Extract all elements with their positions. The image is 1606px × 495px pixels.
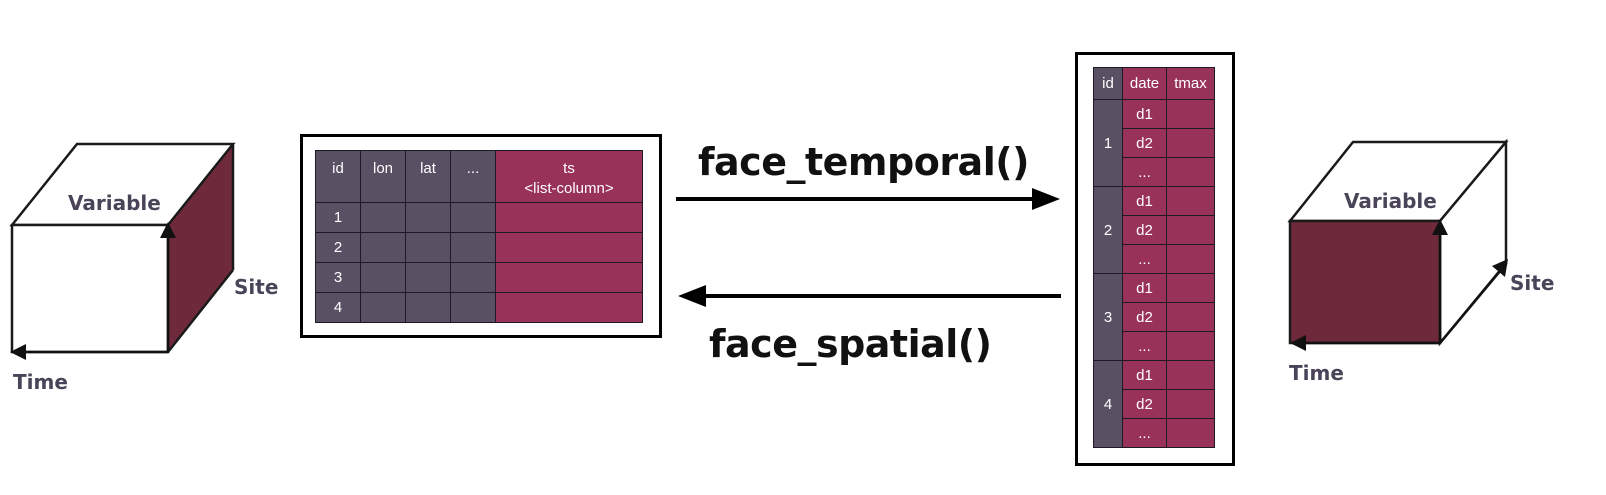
spatial-row-id: 2 [315,232,361,263]
temporal-header-id: id [1093,67,1123,100]
table-row: 4 [315,292,643,323]
temporal-date-cell: ... [1122,418,1167,448]
table-row: 1 [315,202,643,233]
spatial-table-header-row: id lon lat ... ts <list-column> [315,150,643,203]
temporal-group-id: 1 [1093,99,1123,187]
left-arrowhead-icon [678,285,706,307]
left-cube-time-label: Time [13,370,68,394]
table-row: ... [1094,244,1215,274]
temporal-group-id: 4 [1093,360,1123,448]
site-arrowhead-icon [1492,259,1508,277]
right-cube-time-label: Time [1289,361,1344,385]
face-temporal-label: face_temporal() [698,140,1029,184]
left-cube-site-label: Site [234,275,278,299]
temporal-date-cell: ... [1122,331,1167,361]
spatial-header-ellipsis: ... [450,150,496,203]
temporal-date-cell: d2 [1122,302,1167,332]
table-row: 4 d1 [1093,360,1215,448]
left-cube: Variable Site Time [9,142,278,394]
left-cube-variable-label: Variable [68,191,161,215]
table-row: 2 [315,232,643,263]
ts-header-label: ts [563,160,575,177]
table-row: 1 d1 [1093,99,1215,187]
spatial-row-id: 1 [315,202,361,233]
right-cube-site-label: Site [1510,271,1554,295]
variable-arrowhead-icon [1432,219,1448,235]
right-cube: Variable Site Time [1287,138,1554,385]
temporal-date-cell: d1 [1122,186,1167,216]
temporal-date-cell: d1 [1122,360,1167,390]
table-row: d2 [1094,302,1215,332]
table-row: d2 [1094,389,1215,419]
temporal-date-cell: ... [1122,244,1167,274]
temporal-group-id: 2 [1093,186,1123,274]
time-arrowhead-icon [10,344,26,360]
spatial-table: id lon lat ... ts <list-column> 1 2 3 4 [315,150,643,323]
temporal-table-frame: id date tmax 1 d1 d2 ... 2 d1 d2 ... 3 d1 d… [1075,52,1235,466]
ts-header-sublabel: <list-column> [524,180,614,197]
temporal-table: id date tmax 1 d1 d2 ... 2 d1 d2 ... 3 d1 d… [1093,67,1215,448]
left-cube-front-face [10,223,170,354]
table-row: ... [1094,331,1215,361]
temporal-table-header-row: id date tmax [1093,67,1215,100]
spatial-header-lat: lat [405,150,451,203]
variable-arrowhead-icon [160,222,176,238]
right-cube-variable-label: Variable [1344,189,1437,213]
spatial-header-lon: lon [360,150,406,203]
temporal-date-cell: ... [1122,157,1167,187]
table-row: 3 [315,262,643,293]
temporal-date-cell: d2 [1122,389,1167,419]
temporal-date-cell: d2 [1122,128,1167,158]
temporal-date-cell: d2 [1122,215,1167,245]
spatial-row-id: 4 [315,292,361,323]
table-row: ... [1094,418,1215,448]
spatial-table-frame: id lon lat ... ts <list-column> 1 2 3 4 [300,134,662,338]
temporal-header-date: date [1122,67,1167,100]
left-cube-side-face [168,144,233,352]
spatial-header-ts: ts <list-column> [495,150,643,203]
table-row: 3 d1 [1093,273,1215,361]
arrow-to-spatial [678,285,1061,307]
table-row: d2 [1094,215,1215,245]
table-row: 2 d1 [1093,186,1215,274]
arrow-to-temporal [676,188,1060,210]
temporal-group-id: 3 [1093,273,1123,361]
temporal-date-cell: d1 [1122,273,1167,303]
time-arrowhead-icon [1290,335,1306,351]
right-arrowhead-icon [1032,188,1060,210]
spatial-row-id: 3 [315,262,361,293]
right-cube-front-face [1288,219,1442,345]
temporal-header-tmax: tmax [1166,67,1215,100]
temporal-date-cell: d1 [1122,99,1167,129]
spatial-header-id: id [315,150,361,203]
face-spatial-label: face_spatial() [709,322,992,366]
